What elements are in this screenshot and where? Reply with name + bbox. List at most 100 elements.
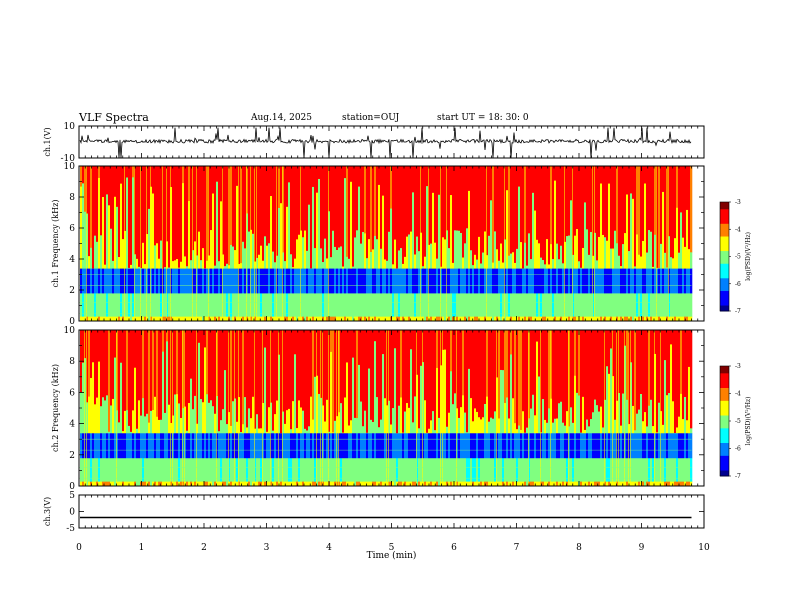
spectrogram-cell <box>580 268 583 294</box>
spectrogram-cell <box>380 419 383 434</box>
spectrogram-cell <box>688 166 691 250</box>
spectrogram-cell <box>668 316 671 322</box>
spectrogram-cell <box>622 330 625 394</box>
spectrogram-cell <box>494 268 497 294</box>
spectrogram-cell <box>482 330 485 418</box>
spectrogram-cell <box>112 457 115 482</box>
colorbar-segment <box>720 216 729 219</box>
impulse-streak <box>282 166 283 321</box>
spectrogram-cell <box>110 330 113 406</box>
spectrogram-cell <box>298 481 301 487</box>
spectrogram-cell <box>644 268 647 294</box>
spectrogram-cell <box>430 316 433 322</box>
spectrogram-cell <box>462 316 465 322</box>
spectrogram-cell <box>482 252 485 269</box>
spectrogram-cell <box>98 316 101 322</box>
spectrogram-cell <box>384 268 387 294</box>
spectrogram-cell <box>328 166 331 212</box>
spectrogram-cell <box>338 432 341 459</box>
colorbar-segment <box>720 283 729 287</box>
spectrogram-cell <box>572 166 575 255</box>
spectrogram-cell <box>678 293 681 317</box>
spectrogram-cell <box>82 316 85 322</box>
spectrogram-cell <box>664 481 667 487</box>
spectrogram-cell <box>460 481 463 487</box>
spectrogram-cell <box>280 268 283 294</box>
spectrogram-cell <box>122 430 125 434</box>
spectrogram-cell <box>416 268 419 294</box>
spectrogram-cell <box>370 457 373 482</box>
spectrogram-cell <box>572 432 575 459</box>
spectrogram-cell <box>436 258 439 269</box>
spectrogram-cell <box>670 344 673 434</box>
spectrogram-cell <box>242 432 245 459</box>
spectrogram-cell <box>260 316 263 322</box>
spectrogram-cell <box>492 330 495 419</box>
spectrogram-cell <box>446 426 449 434</box>
spectrogram-cell <box>676 207 679 269</box>
spectrogram-cell <box>502 369 505 434</box>
spectrogram-cell <box>528 432 531 459</box>
spectrogram-cell <box>516 428 519 434</box>
colorbar-segment <box>720 466 729 470</box>
spectrogram-cell <box>662 293 665 317</box>
spectrogram-cell <box>368 330 371 369</box>
spectrogram-cell <box>606 330 609 367</box>
colorbar-segment <box>720 378 729 382</box>
spectrogram-cell <box>488 481 491 487</box>
spectrogram-cell <box>448 166 451 249</box>
spectrogram-cell <box>488 330 491 422</box>
spectrogram-cell <box>250 432 253 459</box>
spectrogram-cell <box>672 293 675 317</box>
spectrogram-cell <box>198 316 201 322</box>
spectrogram-cell <box>392 264 395 269</box>
spectrogram-cell <box>440 330 443 366</box>
spectrogram-cell <box>268 481 271 487</box>
spectrogram-cell <box>168 432 171 459</box>
spectrogram-cell <box>144 330 147 417</box>
spectrogram-cell <box>446 432 449 459</box>
spectrogram-cell <box>332 268 335 294</box>
spectrogram-cell <box>660 410 663 434</box>
ytick-label: 4 <box>69 255 75 265</box>
colorbar-segment <box>720 209 729 212</box>
header-title: VLF Spectra <box>79 111 149 124</box>
spectrogram-cell <box>250 229 253 269</box>
spectrogram-cell <box>400 247 403 269</box>
spectrogram-cell <box>108 431 111 434</box>
spectrogram-cell <box>318 316 321 322</box>
spectrogram-cell <box>402 166 405 264</box>
colorbar-segment <box>720 260 729 263</box>
spectrogram-cell <box>274 293 277 317</box>
spectrogram-cell <box>438 316 441 322</box>
spectrogram-cell <box>638 166 641 255</box>
spectrogram-cell <box>340 246 343 269</box>
spectrogram-cell <box>88 481 91 487</box>
spectrogram-cell <box>430 268 433 294</box>
spectrogram-cell <box>512 397 515 434</box>
spectrogram-cell <box>318 166 321 179</box>
spectrogram-cell <box>210 166 213 231</box>
spectrogram-cell <box>388 166 391 232</box>
spectrogram-cell <box>86 402 89 434</box>
spectrogram-cell <box>394 330 397 349</box>
impulse-streak <box>124 166 125 321</box>
spectrogram-cell <box>538 293 541 317</box>
spectrogram-cell <box>592 316 595 322</box>
spectrogram-cell <box>436 316 439 322</box>
spectrogram-cell <box>548 293 551 317</box>
spectrogram-cell <box>602 432 605 459</box>
spectrogram-cell <box>404 293 407 317</box>
spectrogram-cell <box>260 293 263 317</box>
spectrogram-cell <box>376 457 379 482</box>
spectrogram-cell <box>290 432 293 459</box>
spectrogram-cell <box>302 330 305 411</box>
spectrogram-cell <box>632 268 635 294</box>
spectrogram-cell <box>592 166 595 256</box>
colorbar-segment <box>720 463 729 466</box>
spectrogram-cell <box>630 432 633 459</box>
spectrogram-cell <box>674 237 677 269</box>
spectrogram-cell <box>324 166 327 239</box>
spectrogram-cell <box>652 425 655 434</box>
spectrogram-cell <box>404 457 407 482</box>
